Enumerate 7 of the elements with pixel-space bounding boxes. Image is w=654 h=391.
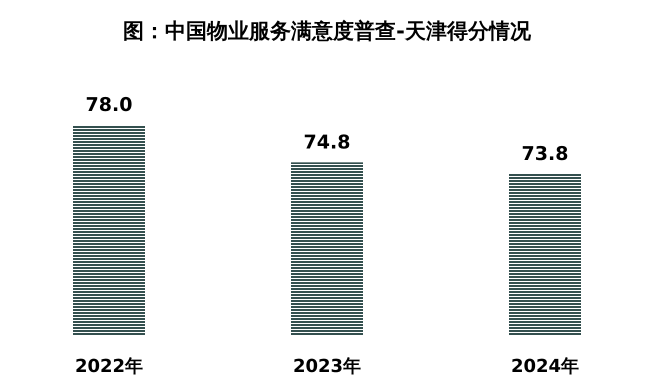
chart-title: 图：中国物业服务满意度普查-天津得分情况 (123, 19, 532, 43)
x-tick-label: 2024年 (510, 356, 580, 377)
data-label: 78.0 (86, 94, 132, 116)
data-label: 73.8 (522, 143, 568, 165)
data-label: 74.8 (304, 131, 350, 154)
x-tick-label: 2023年 (292, 356, 362, 377)
x-tick-label: 2022年 (74, 356, 144, 377)
